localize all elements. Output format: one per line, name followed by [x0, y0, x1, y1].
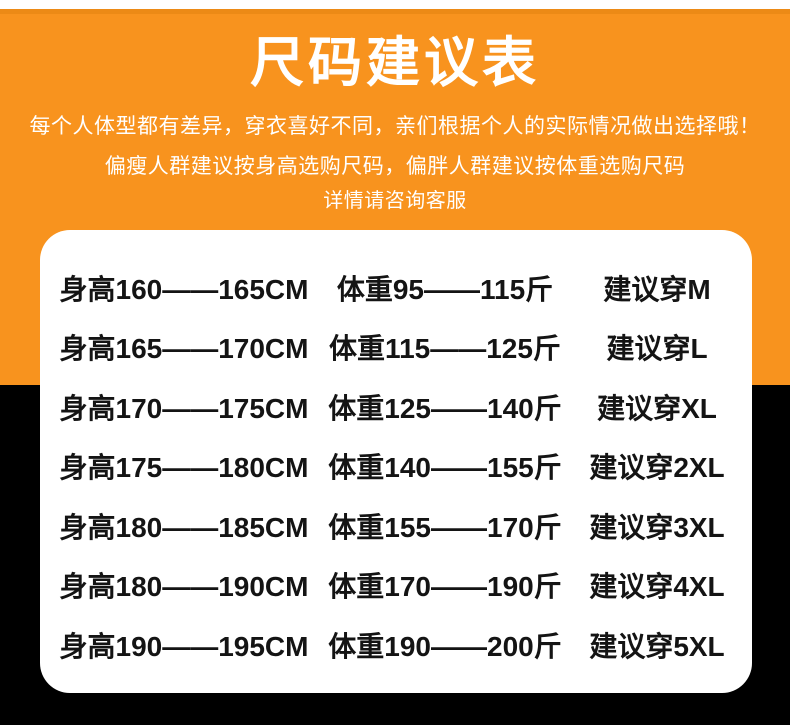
weight-range-cell: 体重125——140斤: [328, 392, 562, 424]
header-accent-band: [0, 9, 790, 14]
height-range-cell: 身高175——180CM: [59, 452, 309, 484]
size-table-card: 身高160——165CM 体重95——115斤 建议穿M 身高165——170CM 体重…: [40, 230, 752, 693]
table-row: 身高160——165CM 体重95——115斤 建议穿M: [40, 258, 752, 318]
weight-range-cell: 体重140——155斤: [328, 452, 562, 484]
intro-line-1: 每个人体型都有差异，穿衣喜好不同，亲们根据个人的实际情况做出选择哦！: [29, 115, 761, 138]
weight-range-cell: 体重170——190斤: [328, 571, 562, 603]
height-range-cell: 身高190——195CM: [59, 630, 309, 662]
table-row: 身高180——185CM 体重155——170斤 建议穿3XL: [40, 496, 752, 556]
height-range-cell: 身高165——170CM: [59, 333, 309, 365]
table-row: 身高175——180CM 体重140——155斤 建议穿2XL: [40, 437, 752, 497]
size-suggestion-cell: 建议穿4XL: [589, 571, 725, 603]
size-suggestion-cell: 建议穿2XL: [589, 452, 725, 484]
height-range-cell: 身高160——165CM: [59, 273, 309, 305]
page-title: 尺码建议表: [250, 33, 540, 93]
weight-range-cell: 体重115——125斤: [329, 333, 561, 365]
height-range-cell: 身高180——190CM: [59, 571, 309, 603]
intro-line-2: 偏瘦人群建议按身高选购尺码，偏胖人群建议按体重选购尺码: [104, 155, 686, 178]
size-suggestion-cell: 建议穿3XL: [589, 511, 725, 543]
size-suggestion-cell: 建议穿XL: [597, 392, 717, 424]
size-table: 身高160——165CM 体重95——115斤 建议穿M 身高165——170CM 体重…: [40, 230, 752, 675]
size-suggestion-cell: 建议穿L: [606, 333, 708, 365]
table-row: 身高190——195CM 体重190——200斤 建议穿5XL: [40, 615, 752, 675]
size-suggestion-cell: 建议穿M: [603, 273, 711, 305]
table-row: 身高165——170CM 体重115——125斤 建议穿L: [40, 318, 752, 378]
weight-range-cell: 体重95——115斤: [336, 273, 554, 305]
intro-line-3: 详情请咨询客服: [323, 190, 467, 212]
table-row: 身高170——175CM 体重125——140斤 建议穿XL: [40, 377, 752, 437]
top-white-strip: [0, 0, 790, 9]
weight-range-cell: 体重190——200斤: [328, 630, 562, 662]
table-row: 身高180——190CM 体重170——190斤 建议穿4XL: [40, 556, 752, 616]
height-range-cell: 身高170——175CM: [59, 392, 309, 424]
weight-range-cell: 体重155——170斤: [328, 511, 562, 543]
size-suggestion-cell: 建议穿5XL: [589, 630, 725, 662]
height-range-cell: 身高180——185CM: [59, 511, 309, 543]
